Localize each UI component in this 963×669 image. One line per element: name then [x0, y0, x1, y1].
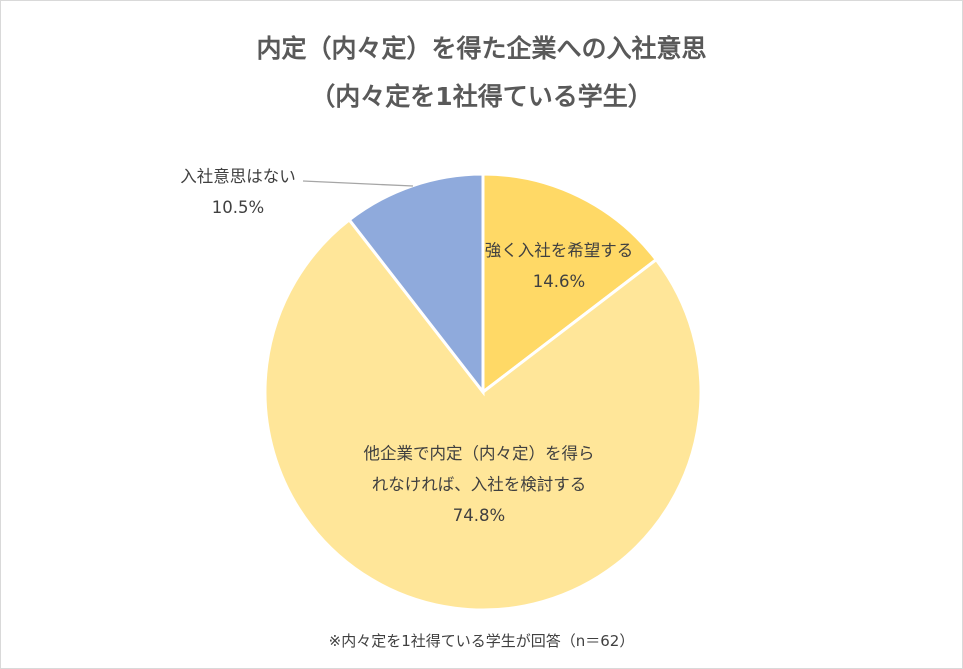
pie-slice-consider [263, 217, 703, 612]
chart-subtitle: （内々定を1社得ている学生） [310, 82, 653, 111]
slice-label-consider-line2: れなければ、入社を検討する [372, 475, 587, 494]
slice-value-consider: 74.8% [453, 506, 505, 525]
pie-slice-strong-hope [481, 172, 659, 396]
pie-slices [263, 172, 703, 612]
slice-label-no-intention: 入社意思はない [180, 167, 296, 186]
footnote: ※内々定を1社得ている学生が回答（n＝62） [328, 632, 635, 650]
chart-title: 内定（内々定）を得た企業への入社意思 [256, 34, 707, 63]
slice-label-consider-line1: 他企業で内定（内々定）を得ら [364, 444, 595, 463]
leader-line [302, 180, 414, 187]
slice-value-strong-hope: 14.6% [533, 272, 585, 291]
slice-label-strong-hope: 強く入社を希望する [485, 241, 634, 260]
slice-value-no-intention: 10.5% [212, 198, 264, 217]
